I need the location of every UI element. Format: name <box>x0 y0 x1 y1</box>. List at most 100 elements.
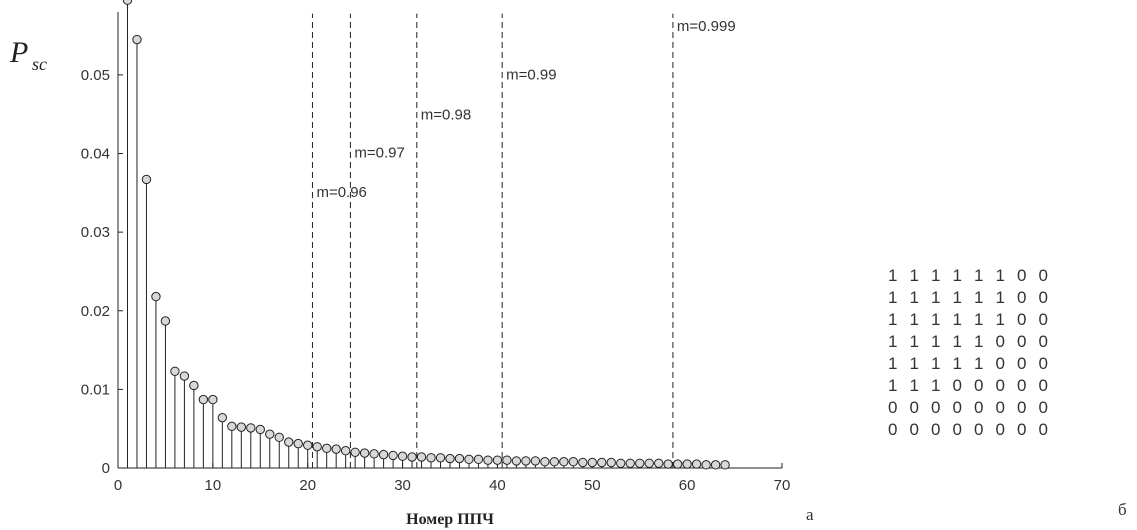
stem-marker <box>559 457 569 467</box>
y-tick-label: 0.01 <box>81 381 110 398</box>
stem-marker <box>720 460 730 470</box>
threshold-lines: m=0.96 m=0.97 m=0.98 m=0.99 m=0.999 <box>311 13 736 468</box>
matrix-cell: 0 <box>1017 354 1027 373</box>
matrix-cell: 0 <box>995 376 1005 395</box>
threshold-label: m=0.98 <box>421 107 471 124</box>
x-tick-label: 50 <box>584 477 601 494</box>
matrix-cell: 1 <box>974 288 984 307</box>
stem-marker <box>274 432 284 443</box>
matrix-cell: 0 <box>1038 354 1048 373</box>
matrix-cell: 1 <box>888 354 898 373</box>
stem-marker <box>530 456 541 466</box>
stem-marker <box>236 422 247 432</box>
stem-marker <box>255 424 265 435</box>
matrix-cell: 0 <box>974 376 984 395</box>
matrix-cell: 1 <box>909 266 919 285</box>
stem-marker <box>388 450 398 461</box>
y-axis-label-subscript: sc <box>32 54 47 74</box>
matrix-cell: 1 <box>995 266 1005 285</box>
stem-chart: 0 10 20 30 40 50 60 70 0 0.01 0.02 0.03 0.04 0.05 m=0… <box>9 0 791 528</box>
stem-marker <box>303 440 313 450</box>
y-tick-label: 0.04 <box>81 146 110 163</box>
matrix-cell: 0 <box>952 398 962 417</box>
caption-a: а <box>806 505 814 524</box>
x-axis-label: Номер ППЧ <box>406 511 494 528</box>
matrix-cell: 1 <box>931 354 941 373</box>
matrix-cell: 1 <box>909 310 919 329</box>
matrix-cell: 0 <box>974 398 984 417</box>
matrix-cell: 0 <box>1017 376 1027 395</box>
x-tick-label: 70 <box>774 477 791 494</box>
matrix-cell: 1 <box>888 288 898 307</box>
matrix-cell: 1 <box>952 310 962 329</box>
y-axis-label: P <box>9 36 28 69</box>
matrix-cell: 0 <box>888 420 898 439</box>
stem-marker <box>635 458 645 468</box>
stem-marker <box>473 454 484 465</box>
matrix-cell: 1 <box>909 332 919 351</box>
stem-marker <box>597 457 607 468</box>
matrix-cell: 1 <box>888 376 898 395</box>
stem-marker <box>217 412 228 423</box>
matrix-cell: 0 <box>974 420 984 439</box>
stem-marker <box>170 366 180 376</box>
stem-marker <box>672 459 683 469</box>
stem-marker <box>587 457 597 468</box>
matrix-cell: 1 <box>952 354 962 373</box>
stem-marker <box>179 371 190 381</box>
stem-marker <box>502 455 512 465</box>
stem-marker <box>312 442 322 452</box>
stem-marker <box>549 457 560 467</box>
matrix-cell: 1 <box>952 332 962 351</box>
matrix-cell: 0 <box>952 420 962 439</box>
stem-marker <box>464 454 474 465</box>
threshold-label: m=0.999 <box>677 18 736 35</box>
stem-marker <box>521 456 531 466</box>
matrix-cell: 0 <box>931 398 941 417</box>
stem-marker <box>265 429 275 439</box>
stem-marker <box>293 438 303 449</box>
stem-series <box>122 0 730 470</box>
chart-axes: 0 10 20 30 40 50 60 70 0 0.01 0.02 0.03 0.04 0.05 <box>81 12 791 494</box>
matrix-cell: 1 <box>909 376 919 395</box>
x-tick-label: 30 <box>394 477 411 494</box>
matrix-cell: 0 <box>1017 398 1027 417</box>
stem-marker <box>644 458 654 468</box>
matrix-cell: 1 <box>995 288 1005 307</box>
stem-marker <box>701 460 711 470</box>
stem-marker <box>540 457 550 467</box>
stem-marker <box>331 444 341 454</box>
matrix-cell: 0 <box>1017 332 1027 351</box>
stem-marker <box>682 459 692 469</box>
matrix-cell: 1 <box>931 376 941 395</box>
stem-marker <box>132 34 142 45</box>
stem-marker <box>616 458 626 468</box>
matrix-cell: 0 <box>1017 288 1027 307</box>
stem-marker <box>492 455 503 465</box>
stem-marker <box>198 394 209 405</box>
stem-marker <box>340 446 351 456</box>
matrix-cell: 1 <box>931 266 941 285</box>
matrix-cell: 0 <box>909 420 919 439</box>
matrix-cell: 0 <box>1017 310 1027 329</box>
matrix-cell: 0 <box>1038 398 1048 417</box>
stem-marker <box>710 460 721 470</box>
stem-marker <box>578 457 588 468</box>
matrix-cell: 0 <box>1038 420 1048 439</box>
stem-marker <box>663 459 673 469</box>
matrix-cell: 0 <box>995 398 1005 417</box>
x-tick-label: 20 <box>299 477 316 494</box>
stem-marker <box>511 456 522 466</box>
stem-marker <box>397 451 408 461</box>
stem-marker <box>483 455 493 465</box>
stem-marker <box>426 453 436 463</box>
matrix-cell: 1 <box>974 354 984 373</box>
matrix-cell: 1 <box>931 310 941 329</box>
